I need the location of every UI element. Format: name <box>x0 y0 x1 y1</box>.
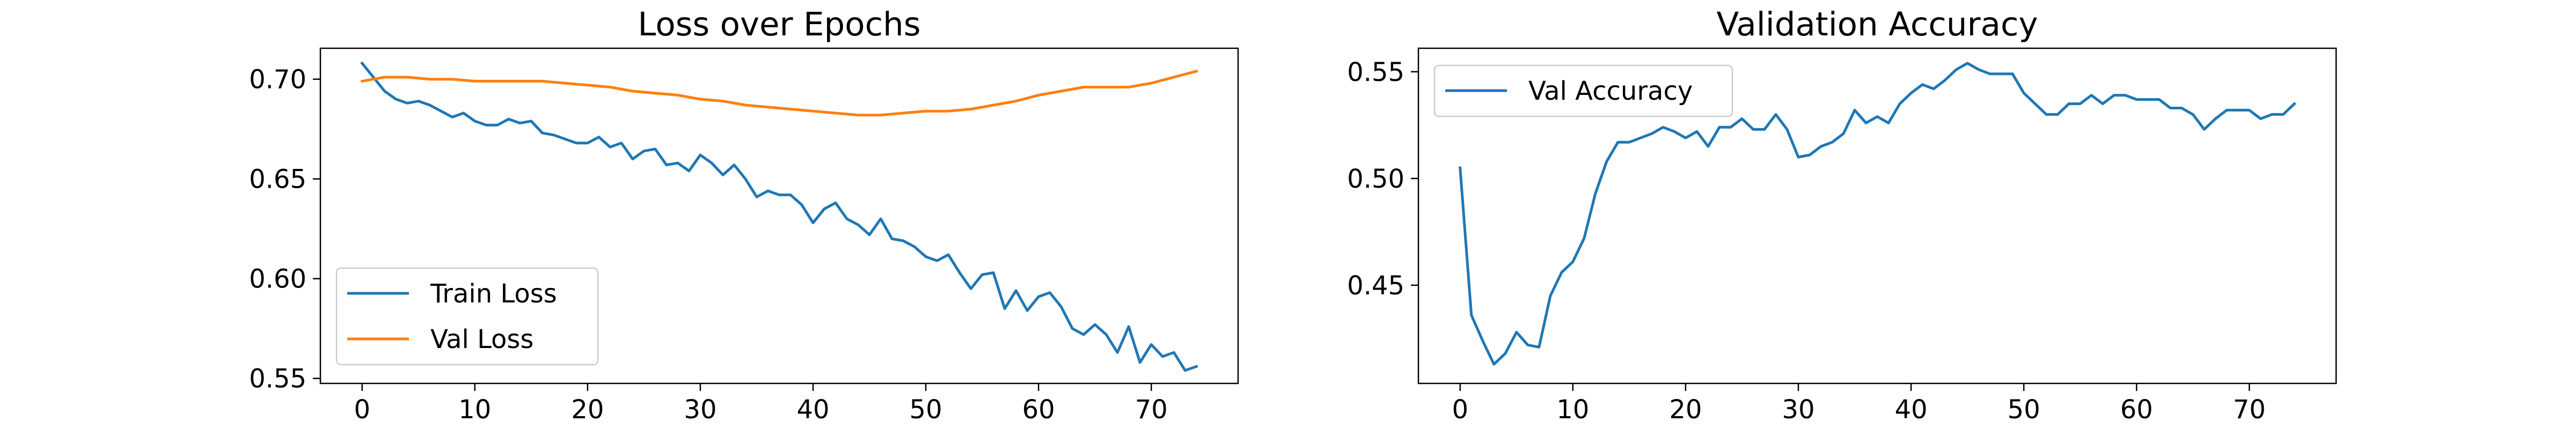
x-tick-label: 70 <box>2233 395 2266 425</box>
val-loss-legend-label: Val Loss <box>430 324 533 354</box>
accuracy-chart-plot-area: 0 10 20 30 40 50 60 70 0.45 0.50 0.55 <box>1347 47 2337 425</box>
y-tick-label: 0.50 <box>1347 164 1404 194</box>
y-tick-label: 0.45 <box>1347 271 1404 301</box>
x-tick-label: 30 <box>1782 395 1814 425</box>
x-tick-label: 20 <box>1669 395 1702 425</box>
x-tick-label: 10 <box>458 395 491 425</box>
loss-chart-title: Loss over Epochs <box>638 5 920 43</box>
x-tick-label: 40 <box>796 395 829 425</box>
accuracy-legend-frame <box>1433 64 1733 117</box>
series-line-val-loss <box>360 69 1198 117</box>
x-tick-label: 60 <box>1022 395 1055 425</box>
accuracy-chart-legend: Val Accuracy <box>1433 64 1733 117</box>
loss-chart-plot-area: 0 10 20 30 40 50 60 70 0.55 0.60 0.65 0.70 <box>249 47 1239 425</box>
x-tick-label: 0 <box>354 395 370 425</box>
legend-entry-train-loss: Train Loss <box>347 279 557 309</box>
x-tick-label: 70 <box>1135 395 1168 425</box>
y-tick-label: 0.65 <box>249 165 306 195</box>
x-tick-label: 10 <box>1556 395 1589 425</box>
accuracy-chart-title: Validation Accuracy <box>1716 5 2038 43</box>
series-line-train-loss <box>360 61 1198 372</box>
plot-frame <box>1417 47 2337 384</box>
x-tick-label: 0 <box>1452 395 1468 425</box>
loss-chart-panel: Loss over Epochs 0 10 20 30 40 50 60 70 0.55 0.60… <box>249 5 1239 425</box>
loss-chart-legend: Train Loss Val Loss <box>335 267 599 366</box>
x-tick-label: 50 <box>2008 395 2040 425</box>
legend-entry-val-loss: Val Loss <box>347 324 533 354</box>
series-line-val-accuracy <box>1459 62 2296 366</box>
x-tick-label: 60 <box>2120 395 2153 425</box>
x-tick-label: 20 <box>571 395 604 425</box>
legend-entry-val-accuracy: Val Accuracy <box>1445 76 1693 106</box>
train-loss-legend-label: Train Loss <box>430 279 557 309</box>
y-tick-label: 0.55 <box>1347 57 1404 87</box>
x-tick-label: 50 <box>910 395 942 425</box>
accuracy-chart-panel: Validation Accuracy 0 10 20 30 40 50 60 700.450… <box>1347 5 2337 425</box>
y-tick-label: 0.70 <box>249 65 306 95</box>
x-tick-label: 40 <box>1894 395 1927 425</box>
val-accuracy-legend-label: Val Accuracy <box>1528 76 1693 106</box>
x-tick-label: 30 <box>684 395 716 425</box>
y-tick-label: 0.60 <box>249 264 306 294</box>
y-tick-label: 0.55 <box>249 364 306 394</box>
plot-frame <box>319 47 1239 384</box>
